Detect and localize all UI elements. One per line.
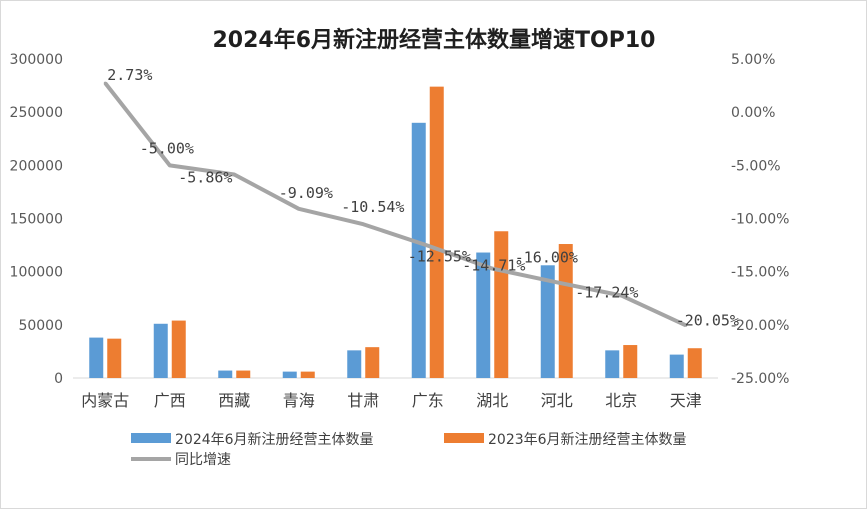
bar-2023-7 <box>558 244 573 378</box>
growth-point-3 <box>297 207 301 211</box>
bar-2024-7 <box>540 265 555 378</box>
bar-2024-0 <box>89 337 104 378</box>
legend-label-growth: 同比增速 <box>175 452 231 468</box>
growth-data-label: -9.09% <box>279 184 333 202</box>
bar-2023-5 <box>429 86 444 378</box>
bar-2024-5 <box>411 122 426 378</box>
bars <box>89 86 702 378</box>
y-left-tick-label: 0 <box>54 371 63 387</box>
y-left-tick-label: 300000 <box>10 52 63 68</box>
growth-data-label: -14.71% <box>462 257 525 275</box>
growth-point-8 <box>619 293 623 297</box>
bar-2024-8 <box>605 350 620 378</box>
growth-point-6 <box>490 267 494 271</box>
bar-2023-9 <box>687 348 702 378</box>
chart-title: 2024年6月新注册经营主体数量增速TOP10 <box>213 27 656 53</box>
y-right-tick-label: -20.00% <box>731 318 789 334</box>
y-right-tick-label: -10.00% <box>731 212 789 228</box>
x-category-label: 甘肃 <box>347 391 379 410</box>
bar-2024-9 <box>669 354 684 378</box>
growth-point-2 <box>232 172 236 176</box>
growth-point-7 <box>555 280 559 284</box>
growth-data-label: -10.54% <box>341 198 404 216</box>
bar-2024-6 <box>476 252 491 378</box>
legend-swatch-2024 <box>131 433 171 443</box>
x-category-label: 天津 <box>670 391 702 410</box>
growth-data-label: -20.05% <box>676 311 739 329</box>
legend-swatch-2023 <box>444 433 484 443</box>
growth-point-9 <box>684 323 688 327</box>
x-category-label: 西藏 <box>218 391 250 410</box>
growth-point-5 <box>426 244 430 248</box>
x-category-label: 湖北 <box>476 391 508 410</box>
growth-point-4 <box>361 222 365 226</box>
legend-label-2024: 2024年6月新注册经营主体数量 <box>175 432 374 448</box>
y-left-tick-label: 150000 <box>10 212 63 228</box>
x-category-label: 北京 <box>605 391 637 410</box>
y-right-tick-label: 0.00% <box>731 105 775 121</box>
growth-data-label: -12.55% <box>408 248 471 266</box>
bar-2023-8 <box>623 345 638 378</box>
growth-point-0 <box>103 81 107 85</box>
y-left-tick-label: 250000 <box>10 105 63 121</box>
y-right-tick-label: -5.00% <box>731 158 781 174</box>
y-left-tick-label: 50000 <box>18 318 63 334</box>
growth-data-label: -5.00% <box>140 139 194 157</box>
bar-2023-3 <box>300 371 315 378</box>
bar-2023-4 <box>365 347 380 378</box>
data-labels: 2.73% -5.00% -5.86% -9.09% -10.54% -12.55%-14… <box>107 66 739 329</box>
x-category-label: 河北 <box>541 391 573 410</box>
axes: 0 50000 100000 150000 200000 250000 300000 -25.… <box>10 52 790 410</box>
y-right-tick-label: -15.00% <box>731 265 789 281</box>
y-right-tick-label: 5.00% <box>731 52 775 68</box>
growth-data-label: -17.24% <box>575 283 638 301</box>
x-category-label: 广西 <box>154 391 186 410</box>
bar-2023-6 <box>494 231 509 378</box>
y-left-tick-label: 100000 <box>10 265 63 281</box>
x-category-label: 广东 <box>412 391 444 410</box>
growth-point-1 <box>168 163 172 167</box>
y-right-tick-label: -25.00% <box>731 371 789 387</box>
growth-data-label: 2.73% <box>107 66 152 84</box>
growth-line <box>103 81 688 328</box>
bar-2024-3 <box>282 371 297 378</box>
bar-2023-0 <box>107 338 122 378</box>
y-left-tick-label: 200000 <box>10 158 63 174</box>
bar-2024-2 <box>218 370 233 378</box>
bar-2024-4 <box>347 350 362 378</box>
x-category-label: 青海 <box>283 391 315 410</box>
bar-2023-2 <box>236 370 251 378</box>
growth-data-label: -16.00% <box>515 248 578 266</box>
bar-2024-1 <box>153 323 168 378</box>
growth-series-line <box>103 81 687 328</box>
bar-2023-1 <box>171 320 186 378</box>
x-category-label: 内蒙古 <box>81 391 129 410</box>
growth-data-label: -5.86% <box>178 168 232 186</box>
legend-label-2023: 2023年6月新注册经营主体数量 <box>488 432 687 448</box>
